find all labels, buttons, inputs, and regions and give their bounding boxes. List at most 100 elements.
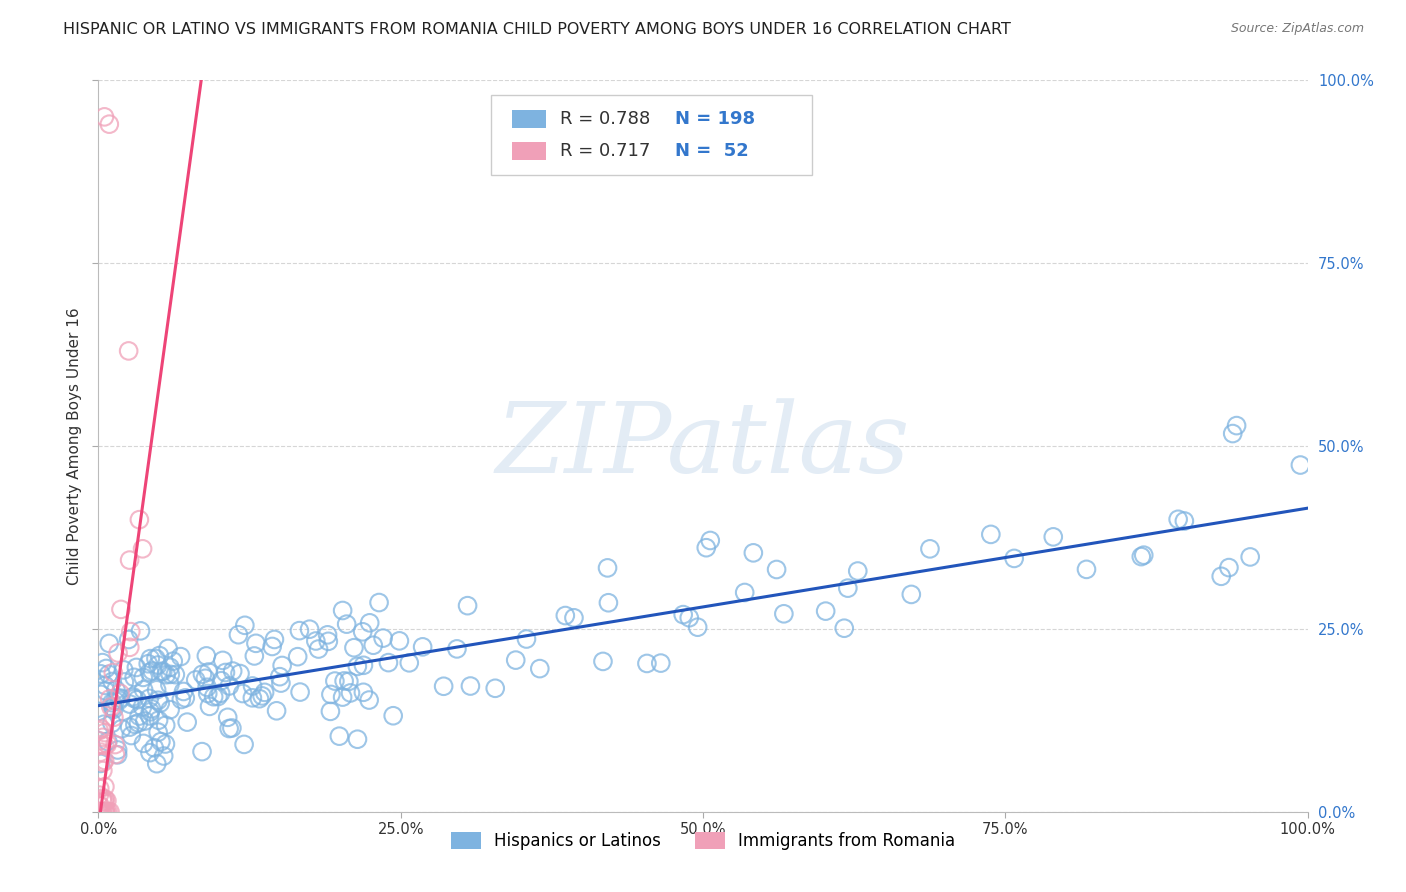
Text: R = 0.717: R = 0.717 xyxy=(561,142,651,161)
Point xyxy=(562,611,585,625)
Point xyxy=(94,661,117,675)
Point xyxy=(288,624,311,638)
Point xyxy=(765,562,787,576)
Point xyxy=(127,692,149,706)
Point xyxy=(1226,418,1249,433)
Point xyxy=(118,343,141,358)
Point xyxy=(89,781,111,796)
Point xyxy=(91,791,114,805)
Point xyxy=(108,693,131,707)
Point xyxy=(149,734,172,748)
Point xyxy=(98,691,121,706)
Point xyxy=(138,691,160,706)
Point xyxy=(233,618,256,632)
Point xyxy=(195,648,218,663)
Point xyxy=(596,561,619,575)
Point xyxy=(132,736,155,750)
Point xyxy=(346,732,368,747)
Point xyxy=(122,691,145,706)
Point xyxy=(100,700,122,714)
Point xyxy=(110,691,132,706)
Point xyxy=(103,710,125,724)
Point xyxy=(103,702,125,716)
Text: N = 198: N = 198 xyxy=(675,110,755,128)
Point xyxy=(742,546,765,560)
Point xyxy=(90,738,112,752)
Point xyxy=(207,690,229,704)
Point xyxy=(174,690,197,705)
Point xyxy=(217,710,239,724)
FancyBboxPatch shape xyxy=(492,95,811,176)
Point xyxy=(198,699,221,714)
Point xyxy=(152,749,174,764)
FancyBboxPatch shape xyxy=(512,110,546,128)
Point xyxy=(505,653,527,667)
Point xyxy=(118,697,141,711)
Point xyxy=(104,747,127,762)
Point xyxy=(122,670,145,684)
Point xyxy=(598,596,620,610)
Point xyxy=(145,651,167,665)
Point xyxy=(93,717,115,731)
Point xyxy=(678,611,700,625)
Point xyxy=(191,745,214,759)
Point xyxy=(138,665,160,680)
Point xyxy=(319,705,342,719)
Point xyxy=(269,670,291,684)
Point xyxy=(98,805,121,819)
Point xyxy=(271,658,294,673)
Point xyxy=(412,640,434,654)
Point xyxy=(337,674,360,689)
Point xyxy=(155,737,177,751)
Point xyxy=(107,747,129,762)
Text: HISPANIC OR LATINO VS IMMIGRANTS FROM ROMANIA CHILD POVERTY AMONG BOYS UNDER 16 : HISPANIC OR LATINO VS IMMIGRANTS FROM RO… xyxy=(63,22,1011,37)
Point xyxy=(339,686,361,700)
Point xyxy=(398,656,420,670)
Point xyxy=(332,603,354,617)
Point xyxy=(288,685,311,699)
Point xyxy=(170,692,193,706)
Point xyxy=(686,620,709,634)
Point xyxy=(249,691,271,706)
Point xyxy=(1239,549,1261,564)
Point xyxy=(270,676,292,690)
Point xyxy=(91,731,114,745)
Point xyxy=(298,622,321,636)
Point xyxy=(232,686,254,700)
Point xyxy=(266,704,288,718)
Point xyxy=(457,599,479,613)
Point xyxy=(90,666,112,681)
Point xyxy=(242,679,264,693)
Point xyxy=(650,656,672,670)
Point xyxy=(141,664,163,678)
Point xyxy=(89,805,111,819)
Point xyxy=(832,621,855,635)
Point xyxy=(93,725,115,739)
Point xyxy=(197,686,219,700)
Point xyxy=(197,665,219,679)
Point xyxy=(139,746,162,760)
Point xyxy=(103,665,125,680)
Point xyxy=(699,533,721,548)
Point xyxy=(112,663,135,677)
Point xyxy=(343,640,366,655)
Point xyxy=(1002,551,1025,566)
Point xyxy=(87,805,110,819)
Text: ZIPatlas: ZIPatlas xyxy=(496,399,910,493)
Point xyxy=(108,686,131,700)
Point xyxy=(112,674,135,689)
Point xyxy=(150,665,173,679)
Point xyxy=(484,681,506,696)
Point xyxy=(308,642,330,657)
Point xyxy=(159,660,181,674)
Point xyxy=(94,684,117,698)
Point xyxy=(262,640,284,654)
Point xyxy=(104,694,127,708)
Point xyxy=(734,585,756,599)
Point xyxy=(159,703,181,717)
Point xyxy=(332,690,354,704)
Point xyxy=(118,720,141,734)
Point xyxy=(352,624,374,639)
Point xyxy=(111,722,134,736)
Point xyxy=(89,798,111,813)
